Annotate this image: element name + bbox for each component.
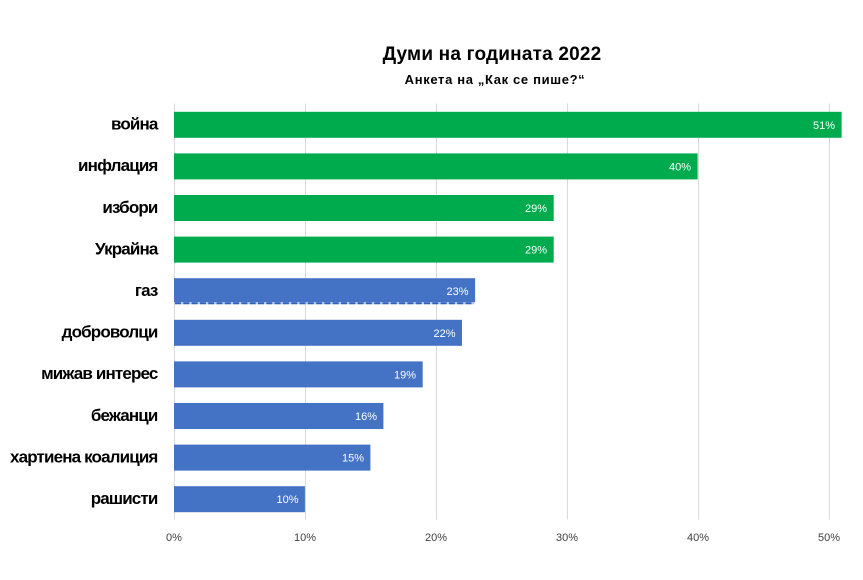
svg-text:22%: 22% (433, 328, 455, 340)
svg-text:29%: 29% (525, 203, 547, 215)
svg-text:15%: 15% (342, 453, 364, 465)
svg-text:инфлация: инфлация (78, 156, 157, 175)
svg-text:газ: газ (135, 281, 158, 300)
svg-text:рашисти: рашисти (91, 489, 158, 508)
svg-text:избори: избори (102, 198, 157, 217)
svg-text:хартиена коалиция: хартиена коалиция (10, 447, 158, 466)
svg-text:40%: 40% (687, 532, 709, 544)
svg-text:20%: 20% (425, 532, 447, 544)
svg-text:10%: 10% (276, 494, 298, 506)
svg-text:29%: 29% (525, 245, 547, 257)
svg-text:23%: 23% (446, 286, 468, 298)
svg-text:Думи на годината 2022: Думи на годината 2022 (383, 44, 602, 65)
svg-text:10%: 10% (294, 532, 316, 544)
svg-text:0%: 0% (166, 532, 182, 544)
svg-text:Анкета на „Как се пише?“: Анкета на „Как се пише?“ (405, 72, 586, 87)
svg-text:война: война (111, 115, 159, 134)
svg-text:51%: 51% (813, 120, 835, 132)
svg-text:доброволци: доброволци (62, 323, 158, 342)
svg-text:16%: 16% (355, 411, 377, 423)
svg-text:бежанци: бежанци (91, 406, 158, 425)
svg-text:Украйна: Украйна (95, 239, 159, 258)
svg-text:мижав интерес: мижав интерес (41, 364, 158, 383)
svg-text:50%: 50% (818, 532, 840, 544)
svg-text:19%: 19% (394, 369, 416, 381)
svg-text:40%: 40% (669, 161, 691, 173)
svg-text:30%: 30% (556, 532, 578, 544)
